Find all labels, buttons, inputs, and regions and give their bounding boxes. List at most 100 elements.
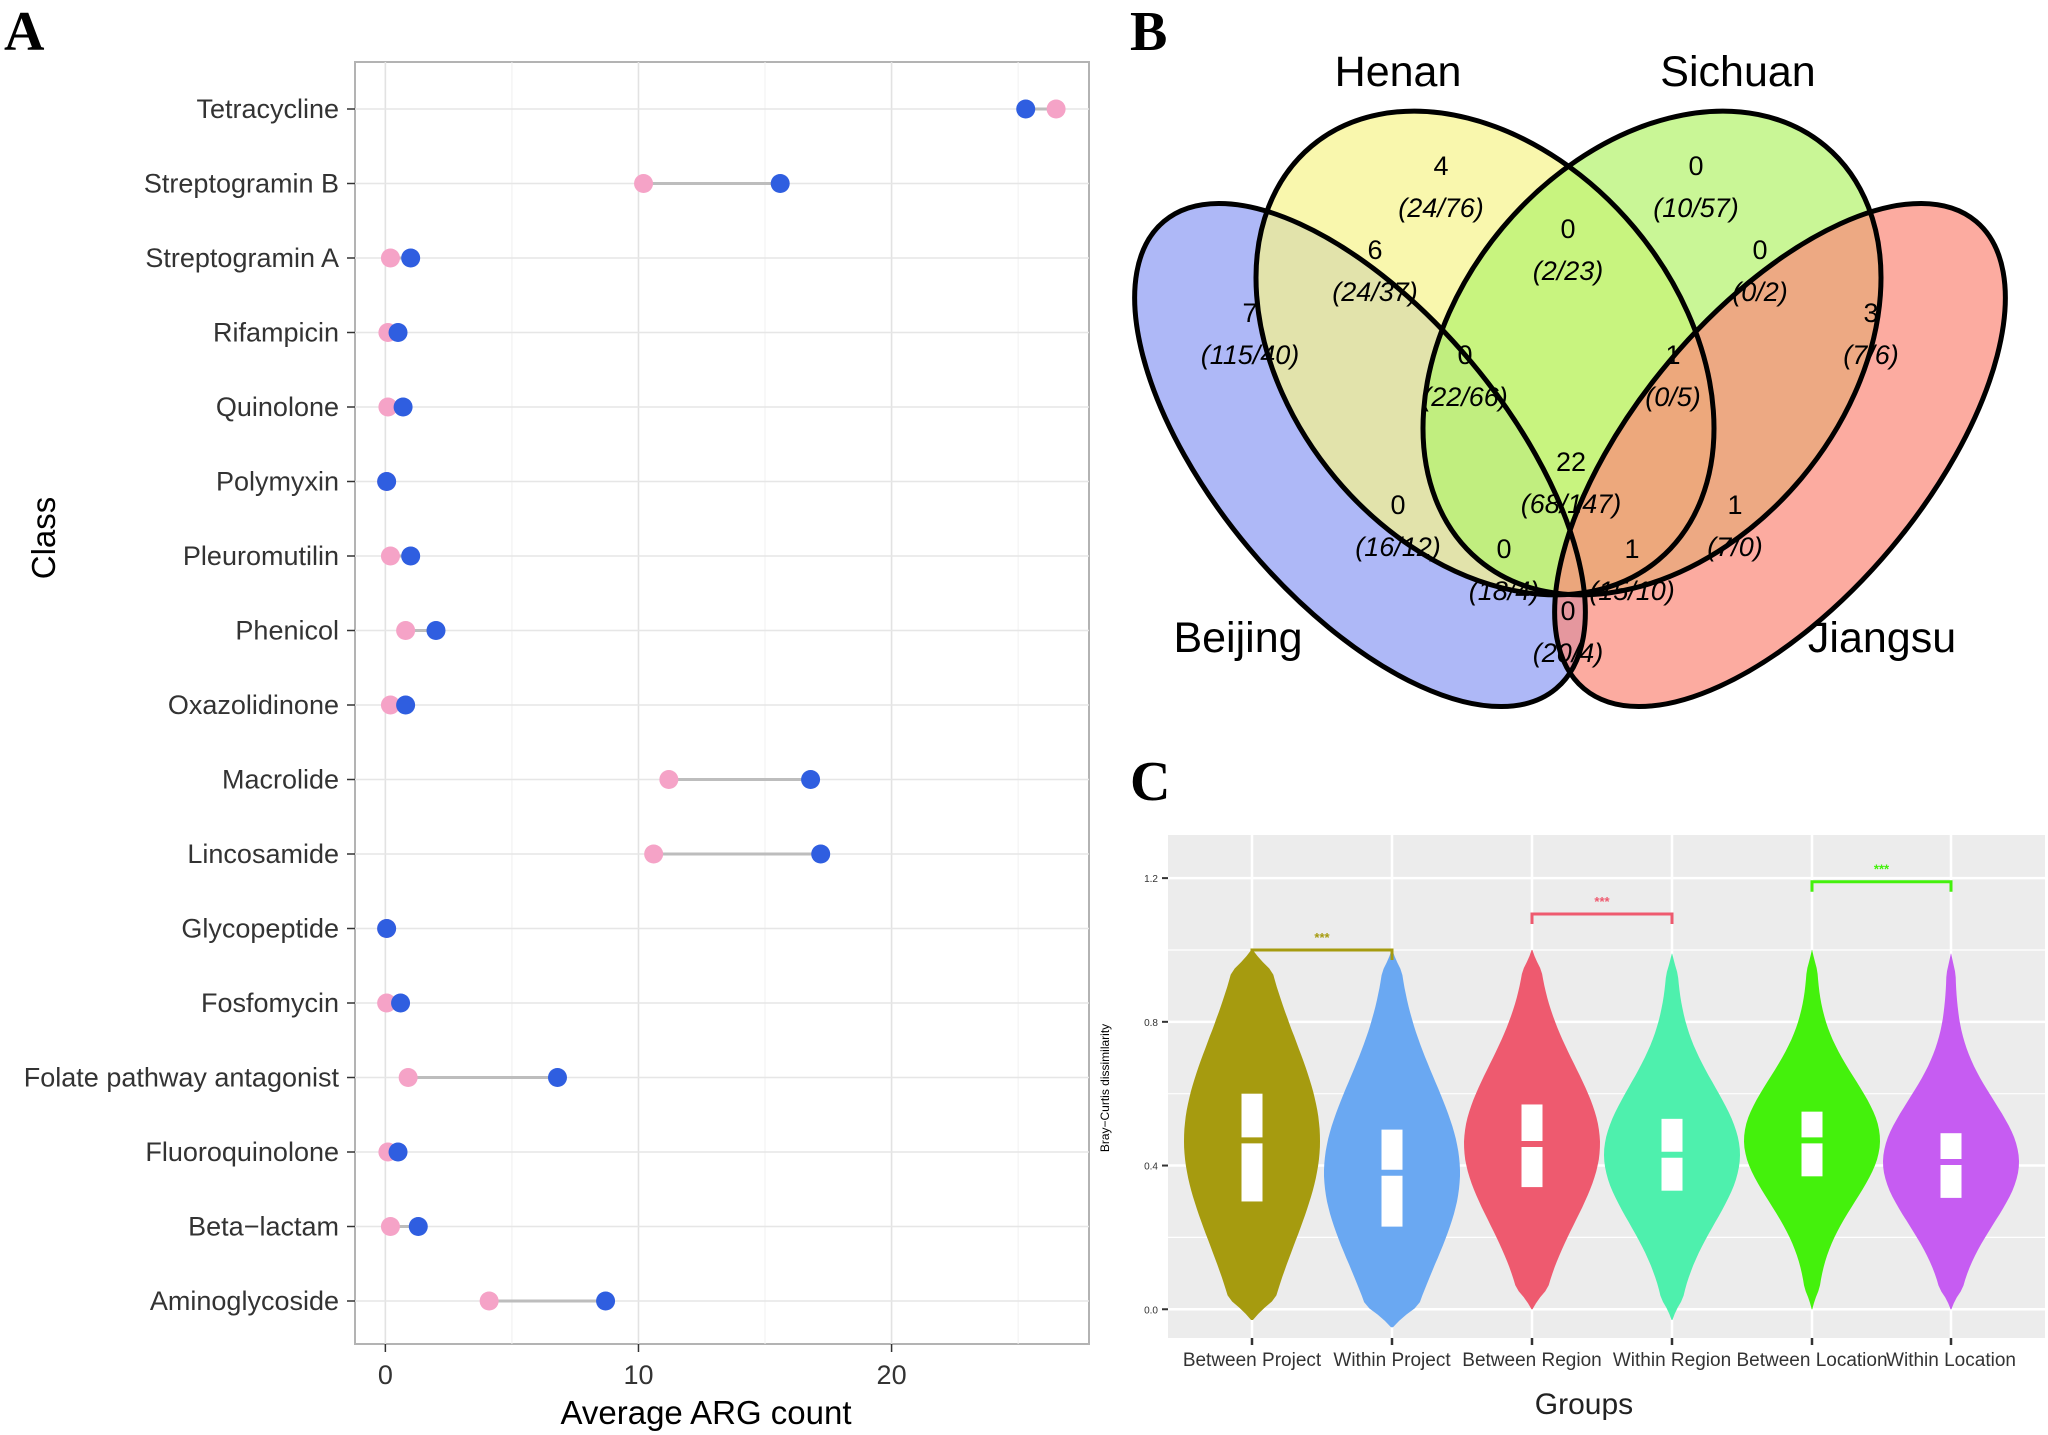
point-blue-macrolide [801,770,821,789]
point-blue-rifampicin [388,323,408,342]
y-tick-label: 0.8 [1144,1018,1158,1029]
venn-region-henan-sichuan-ratio: (2/23) [1533,256,1604,286]
venn-region-beijing-sichuan-count: 0 [1390,490,1405,520]
venn-region-henan-count: 4 [1433,151,1448,181]
panel-a-y-axis-title: Class [25,497,62,580]
point-blue-streptogramin-a [401,248,421,268]
venn-region-sichuan-jiangsu-ratio: (0/2) [1732,277,1788,307]
point-blue-tetracycline [1016,99,1036,119]
venn-set-label-henan: Henan [1335,48,1462,96]
y-tick-label: 0.4 [1144,1162,1158,1173]
point-blue-glycopeptide [377,919,397,938]
x-tick-label-within-location: Within Location [1886,1350,2016,1371]
y-tick-label-rifampicin: Rifampicin [213,318,339,348]
y-tick-label-tetracycline: Tetracycline [196,94,339,124]
point-pink-macrolide [659,770,679,789]
venn-region-beijing-henan-sichuan-jiangsu-count: 22 [1556,447,1586,477]
venn-outline-henan [1253,108,1717,598]
y-tick-label-streptogramin-b: Streptogramin B [144,169,339,199]
venn-region-henan-jiangsu-ratio: (7/0) [1707,532,1763,562]
venn-set-label-sichuan: Sichuan [1660,48,1815,96]
significance-bracket-between-region [1530,912,1674,925]
y-tick-label-phenicol: Phenicol [235,616,339,646]
venn-region-beijing-ratio: (115/40) [1201,340,1300,370]
point-pink-aminoglycoside [479,1291,499,1311]
venn-region-beijing-jiangsu-count: 0 [1560,596,1575,626]
point-pink-oxazolidinone [380,695,400,715]
x-tick-label-20: 20 [877,1360,907,1390]
x-tick-label-0: 0 [378,1360,393,1390]
panel-c-plot-background [1168,835,2045,1338]
venn-region-sichuan-jiangsu-count: 0 [1752,235,1767,265]
y-tick-label-beta-lactam: Beta−lactam [188,1212,339,1242]
y-tick-label-streptogramin-a: Streptogramin A [145,243,339,273]
venn-region-jiangsu-count: 3 [1863,298,1878,328]
y-tick-label-polymyxin: Polymyxin [216,467,339,497]
panel-c-y-axis-title: Bray−Curtis dissimilarity [1098,1024,1112,1152]
panel-a-plot-frame [354,61,1090,1345]
x-tick-label-10: 10 [623,1360,653,1390]
y-tick-label-fluoroquinolone: Fluoroquinolone [145,1137,339,1167]
point-blue-polymyxin [377,472,397,491]
venn-set-label-jiangsu: Jiangsu [1808,614,1956,662]
point-blue-streptogramin-b [770,174,790,193]
point-pink-quinolone [378,397,398,417]
point-blue-folate-pathway-antagonist [547,1068,567,1087]
point-blue-aminoglycoside [596,1291,616,1311]
venn-outline-jiangsu [1552,200,2008,710]
venn-region-beijing-count: 7 [1242,298,1257,328]
point-pink-lincosamide [644,844,664,864]
venn-region-henan-sichuan-jiangsu-ratio: (0/5) [1645,382,1701,412]
venn-region-beijing-sichuan-ratio: (16/12) [1355,532,1441,562]
venn-region-beijing-sichuan-jiangsu-count: 0 [1496,534,1511,564]
significance-label-between-project: *** [1314,930,1330,945]
venn-region-henan-sichuan-jiangsu-count: 1 [1665,340,1680,370]
y-tick-label: 1.2 [1144,874,1158,885]
y-tick-label-pleuromutilin: Pleuromutilin [183,541,339,571]
venn-region-beijing-henan-jiangsu-ratio: (15/10) [1589,576,1675,606]
box-within-project [1381,1129,1403,1227]
venn-region-beijing-henan-sichuan-count: 0 [1457,340,1472,370]
point-blue-oxazolidinone [396,695,416,715]
point-pink-fosfomycin [377,993,397,1013]
y-tick-label-lincosamide: Lincosamide [187,839,339,869]
venn-region-jiangsu-ratio: (7/6) [1843,340,1899,370]
y-tick-label-folate-pathway-antagonist: Folate pathway antagonist [24,1063,340,1093]
point-pink-streptogramin-a [380,248,400,268]
venn-region-beijing-jiangsu-ratio: (20/4) [1533,638,1604,668]
y-tick-label-aminoglycoside: Aminoglycoside [150,1286,339,1316]
significance-bracket-between-project [1250,948,1394,960]
y-tick-label: 0.0 [1144,1305,1158,1316]
venn-region-sichuan-ratio: (10/57) [1653,193,1739,223]
x-tick-label-between-region: Between Region [1462,1350,1601,1371]
point-blue-fosfomycin [391,993,411,1013]
point-blue-beta-lactam [408,1217,428,1236]
box-within-location [1940,1133,1962,1198]
venn-ellipse-jiangsu [1554,203,2006,707]
venn-region-beijing-sichuan-jiangsu-ratio: (18/4) [1469,576,1540,606]
panel-b-venn-diagram: Henan Sichuan Beijing Jiangsu 7 (115/40) 4… [1132,48,2008,710]
point-blue-lincosamide [811,844,831,864]
point-blue-fluoroquinolone [388,1142,408,1162]
point-blue-pleuromutilin [401,546,421,566]
venn-outline-beijing [1132,200,1588,710]
significance-label-between-region: *** [1594,894,1610,909]
venn-region-henan-jiangsu-count: 1 [1727,490,1742,520]
panel-a-x-axis-title: Average ARG count [560,1394,851,1431]
box-between-location [1801,1111,1823,1177]
x-tick-label-within-project: Within Project [1333,1350,1451,1371]
venn-region-beijing-henan-sichuan-jiangsu-ratio: (68/147) [1521,489,1622,519]
point-pink-phenicol [396,621,416,640]
significance-label-between-location: *** [1874,862,1890,877]
venn-region-beijing-henan-sichuan-ratio: (22/66) [1422,382,1508,412]
point-pink-tetracycline [1046,99,1066,119]
venn-region-beijing-henan-jiangsu-count: 1 [1624,534,1639,564]
venn-outline-sichuan [1420,108,1884,598]
venn-region-henan-ratio: (24/76) [1398,193,1484,223]
x-tick-label-between-project: Between Project [1183,1350,1322,1371]
point-pink-beta-lactam [380,1217,400,1236]
panel-label-c: C [1130,751,1170,813]
panel-a-dumbbell-chart: Tetracycline Streptogramin B Streptogramin… [24,61,1090,1431]
point-blue-phenicol [426,621,446,640]
